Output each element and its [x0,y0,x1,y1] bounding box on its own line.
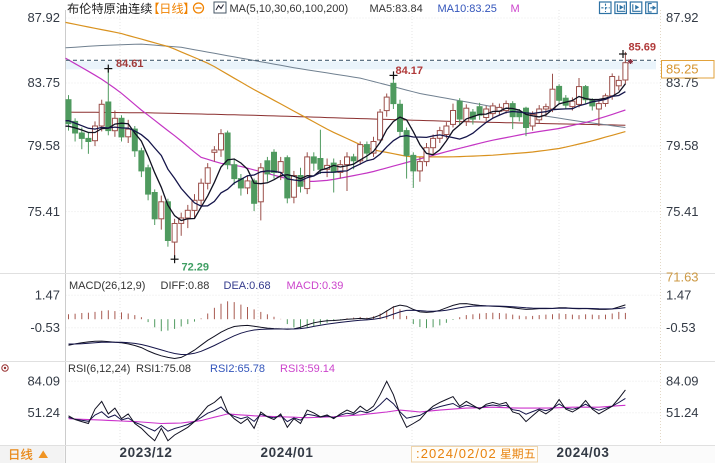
svg-text:84.09: 84.09 [666,373,699,388]
svg-text:87.92: 87.92 [666,10,699,25]
svg-text:M: M [511,3,520,15]
svg-text:71.63: 71.63 [666,270,699,285]
svg-text:79.58: 79.58 [27,138,60,153]
svg-text:87.92: 87.92 [27,10,60,25]
svg-text:2024/01: 2024/01 [261,445,314,460]
svg-text:83.75: 83.75 [27,75,60,90]
svg-text:79.58: 79.58 [666,138,699,153]
svg-text:MA10:83.25: MA10:83.25 [438,3,497,15]
svg-text:2024/03: 2024/03 [557,445,610,460]
svg-text:72.29: 72.29 [182,262,210,274]
svg-text:84.61: 84.61 [116,58,144,70]
svg-text:MA(5,10,30,60,100,200): MA(5,10,30,60,100,200) [230,3,349,15]
svg-text:2023/12: 2023/12 [120,445,173,460]
svg-text:-0.53: -0.53 [30,320,60,335]
svg-text:RSI1:75.08: RSI1:75.08 [136,363,191,375]
svg-text:1.47: 1.47 [666,288,691,303]
svg-text:MACD:0.39: MACD:0.39 [287,280,344,292]
svg-text::2024/02/02: :2024/02/02 [416,446,497,461]
svg-text:DIFF:0.88: DIFF:0.88 [161,280,210,292]
svg-text:MA5:83.84: MA5:83.84 [370,3,423,15]
svg-text:85.25: 85.25 [666,62,699,77]
svg-text:51.24: 51.24 [666,405,699,420]
svg-text:RSI2:65.78: RSI2:65.78 [210,363,265,375]
svg-text:MACD(26,12,9): MACD(26,12,9) [69,280,145,292]
svg-text:84.17: 84.17 [396,65,424,77]
svg-text:84.09: 84.09 [27,373,60,388]
svg-text:83.75: 83.75 [666,75,699,90]
svg-text:-0.53: -0.53 [666,320,696,335]
svg-text:75.41: 75.41 [27,204,60,219]
svg-text:RSI3:59.14: RSI3:59.14 [280,363,335,375]
svg-text:DEA:0.68: DEA:0.68 [224,280,271,292]
svg-text:85.69: 85.69 [629,42,657,54]
svg-text:75.41: 75.41 [666,204,699,219]
svg-text:RSI(6,12,24): RSI(6,12,24) [68,363,130,375]
svg-text:1.47: 1.47 [35,288,60,303]
svg-text:51.24: 51.24 [27,405,60,420]
